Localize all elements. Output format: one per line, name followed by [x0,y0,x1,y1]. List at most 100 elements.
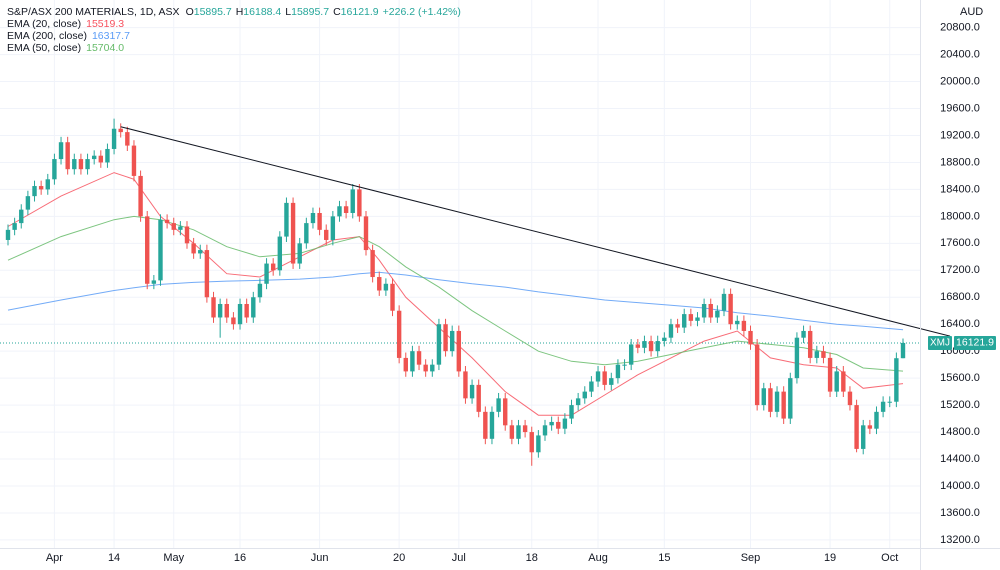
candle-body [781,391,786,419]
candle-body [536,435,541,453]
candle-body [224,303,229,318]
candle-body [761,388,766,406]
x-tick-label: 15 [658,552,670,564]
candle-body [237,303,243,325]
y-tick-label: 19200.0 [940,129,980,141]
candle-body [801,330,806,338]
change: +226.2 (+1.42%) [383,6,461,18]
legend-name: EMA (20, close) [7,18,81,30]
legend-value: 15704.0 [86,42,124,54]
x-tick-label: Oct [881,552,898,564]
candle-body [874,411,879,429]
candle-body [867,425,873,429]
candle-body [416,351,422,365]
chart-title: S&P/ASX 200 MATERIALS, 1D, ASX [7,6,180,18]
candle-body [503,398,508,426]
candle-body [688,314,694,321]
candle-body [217,303,223,318]
candle-body [854,405,859,449]
candle-body [204,250,210,298]
candle-body [662,337,667,342]
legend-name: EMA (200, close) [7,30,87,42]
axes: 13200.013600.014000.014400.014800.015200… [46,22,996,564]
x-tick-label: 19 [824,552,836,564]
candle-body [25,196,31,210]
candle-body [118,128,123,133]
x-tick-label: 20 [393,552,405,564]
candle-body [708,303,713,318]
candle-body [12,223,17,230]
x-tick-label: 16 [234,552,246,564]
candle-body [754,344,760,406]
candle-body [456,330,462,372]
candle-body [542,425,548,436]
last-price-label: 16121.9 [956,337,994,349]
ema-line [7,172,904,416]
candle-body [622,364,627,366]
candle-body [887,401,892,403]
candle-body [648,341,654,352]
candle-body [158,219,163,281]
candle-body [529,432,534,453]
x-tick-label: Jun [311,552,329,564]
x-tick-label: Aug [588,552,608,564]
y-tick-label: 13600.0 [940,507,980,519]
candle-body [257,283,263,298]
trendline [120,126,951,337]
candle-body [105,148,110,163]
x-tick-label: 14 [108,552,120,564]
candle-body [171,223,176,230]
ohlc-key: O [186,6,194,18]
candle-body [522,425,528,433]
candle-body [741,320,747,331]
candle-body [343,206,349,213]
currency-label: AUD [960,6,983,18]
y-tick-label: 19600.0 [940,102,980,114]
candle-body [251,297,256,318]
candle-body [290,202,296,264]
candle-body [774,391,780,412]
ohlc-value: 16188.4 [243,6,281,18]
candle-body [284,202,289,237]
ohlc-value: 15895.7 [291,6,329,18]
candle-body [516,425,521,439]
candle-body [244,303,249,318]
legend-entry: EMA (50, close) 15704.0 [7,42,124,54]
candle-body [675,324,680,328]
candle-body [847,391,853,406]
grid [0,0,920,548]
candle-body [184,226,190,244]
ema-line [7,271,904,331]
candle-body [78,159,84,170]
candle-body [748,330,753,345]
legend-name: EMA (50, close) [7,42,81,54]
candle-body [357,189,362,217]
candle-body [211,297,216,318]
candle-body [5,229,11,240]
x-tick-label: Apr [46,552,63,564]
candle-body [668,324,674,338]
candle-body [562,418,568,429]
ohlc-value: 16121.9 [341,6,379,18]
candle-body [390,283,395,311]
legend-value: 15519.3 [86,18,124,30]
candle-body [635,344,641,348]
candle-body [841,371,846,392]
candle-body [125,132,130,146]
candle-body [443,324,448,352]
candle-body [469,384,475,399]
candle-body [52,159,57,180]
ohlc-key: L [285,6,291,18]
candle-body [98,155,104,163]
symbol-label: XMJ [930,338,950,349]
ohlc-value: 15895.7 [194,6,232,18]
candle-body [642,341,647,348]
y-tick-label: 17200.0 [940,264,980,276]
candle-body [834,371,839,392]
candle-body [72,159,77,170]
y-tick-label: 15200.0 [940,399,980,411]
candle-body [32,186,37,197]
legend-entry: EMA (200, close) 16317.7 [7,30,130,42]
